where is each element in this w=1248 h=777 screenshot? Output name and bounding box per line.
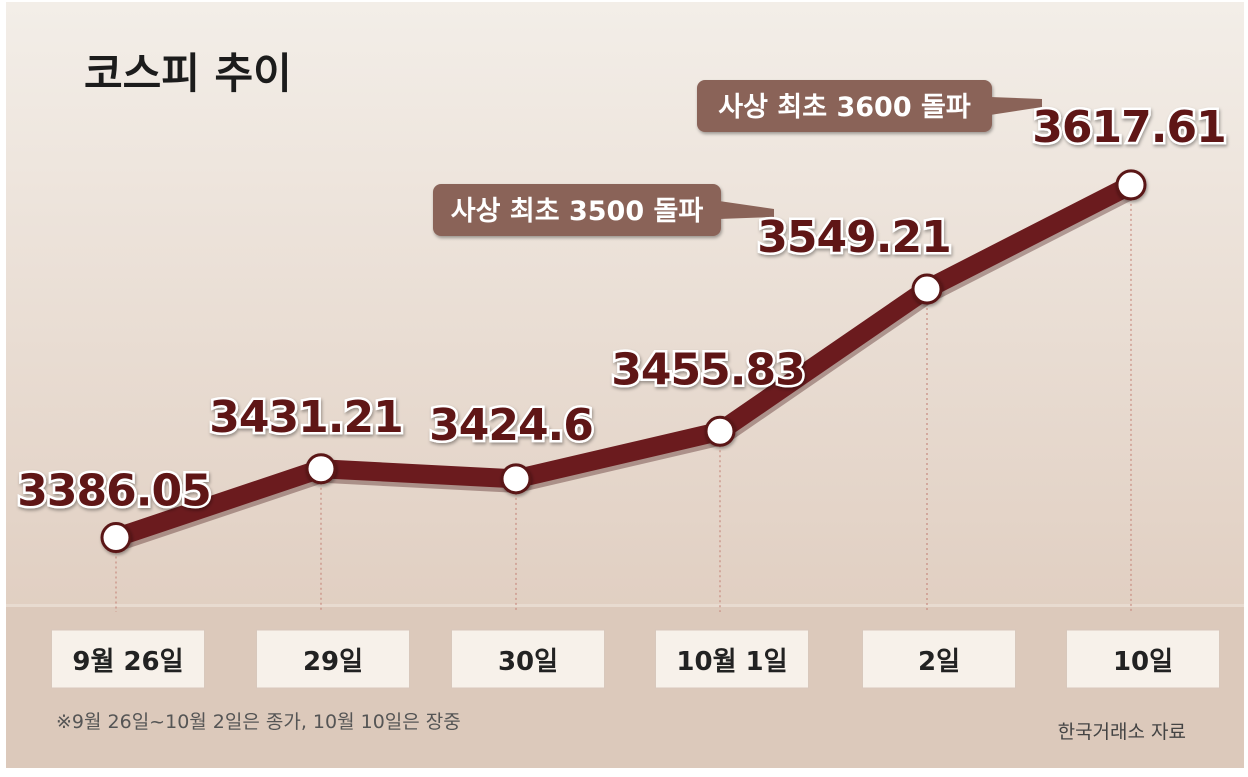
- category-band-top-edge: [6, 604, 1244, 607]
- category-label: 10월 1일: [676, 647, 787, 677]
- category-box: [451, 629, 605, 689]
- category-item-2: 29일: [256, 629, 410, 689]
- category-band: [6, 606, 1244, 768]
- source-label: 한국거래소 자료: [1058, 721, 1186, 743]
- value-label-6: 3617.61: [1032, 102, 1225, 153]
- value-label-3: 3424.6: [429, 400, 593, 451]
- category-box: [862, 629, 1016, 689]
- category-item-1: 9월 26일: [51, 629, 205, 689]
- category-box: [256, 629, 410, 689]
- category-box: [655, 629, 809, 689]
- category-label: 10일: [1113, 647, 1173, 677]
- data-point-3: [500, 463, 532, 495]
- data-point-2: [305, 453, 337, 485]
- category-labels: 9월 26일 29일 30일 10월 1일 2일 10일: [51, 629, 1220, 689]
- value-labels: 3386.05 3431.21 3424.6 3455.83 3549.21 3617.6…: [15, 99, 1229, 519]
- value-label-5: 3549.21: [757, 212, 950, 263]
- series-line-group: [106, 175, 1143, 552]
- annotation-pill: [697, 80, 992, 132]
- chart-title: 코스피 추이: [84, 49, 292, 98]
- category-item-5: 2일: [862, 629, 1016, 689]
- data-points: [100, 169, 1147, 554]
- category-item-6: 10일: [1066, 629, 1220, 689]
- data-point-1: [100, 522, 132, 554]
- annotation-pointer: [990, 97, 1042, 115]
- annotations: 사상 최초 3500 돌파 사상 최초 3600 돌파: [433, 80, 1042, 236]
- annotation-pointer: [719, 201, 774, 219]
- data-point-5: [911, 273, 943, 305]
- category-label: 30일: [498, 647, 558, 677]
- category-item-4: 10월 1일: [655, 629, 809, 689]
- category-box: [1066, 629, 1220, 689]
- category-label: 2일: [918, 647, 960, 677]
- series-line: [106, 175, 1141, 548]
- annotation-2: 사상 최초 3600 돌파: [697, 80, 1042, 132]
- value-label-2: 3431.21: [209, 392, 402, 443]
- data-point-4: [704, 415, 736, 447]
- data-point-6: [1115, 169, 1147, 201]
- category-label: 9월 26일: [72, 647, 183, 677]
- category-label: 29일: [303, 647, 363, 677]
- annotation-text: 사상 최초 3600 돌파: [718, 92, 971, 123]
- value-label-4: 3455.83: [611, 344, 804, 395]
- guide-lines: [115, 198, 1132, 612]
- category-item-3: 30일: [451, 629, 605, 689]
- footnote: ※9월 26일~10월 2일은 종가, 10월 10일은 장중: [56, 711, 461, 733]
- annotation-text: 사상 최초 3500 돌파: [451, 196, 704, 227]
- value-label-1: 3386.05: [17, 466, 210, 517]
- annotation-1: 사상 최초 3500 돌파: [433, 184, 774, 236]
- category-box: [51, 629, 205, 689]
- annotation-pill: [433, 184, 721, 236]
